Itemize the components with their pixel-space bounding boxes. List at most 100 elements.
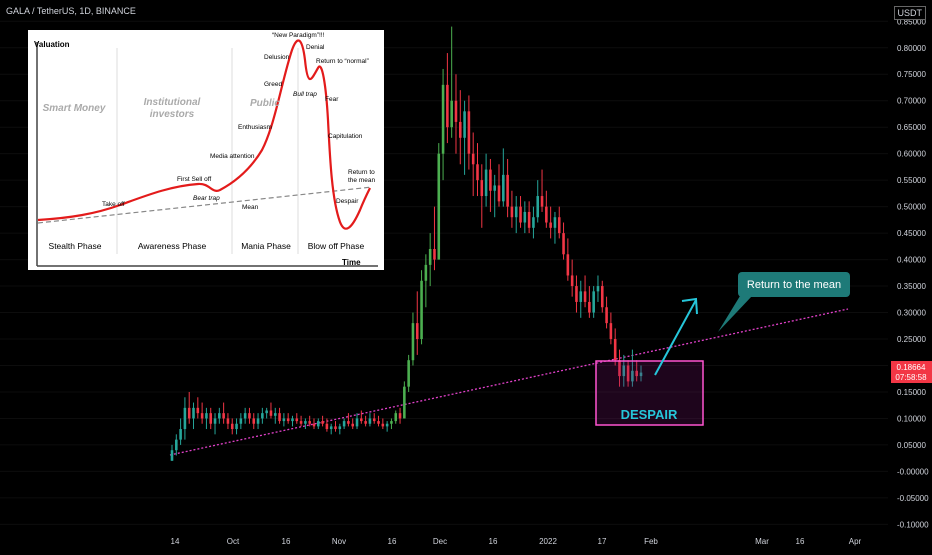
candle <box>273 407 277 424</box>
candle-body <box>407 360 410 387</box>
candle-body <box>243 413 247 419</box>
candle <box>403 381 406 419</box>
mean-trendline[interactable] <box>169 308 849 456</box>
candle <box>347 413 350 427</box>
candle <box>592 286 595 318</box>
candle-body <box>618 360 621 377</box>
candle-body <box>304 421 307 424</box>
candle-body <box>230 423 234 430</box>
return-to-mean-callout[interactable]: Return to the mean <box>718 272 850 332</box>
candle-body <box>497 185 501 202</box>
inset-label-return-normal: Return to “normal” <box>316 58 369 65</box>
candle-body <box>506 174 509 207</box>
candle <box>295 413 299 424</box>
candle-body <box>286 418 290 422</box>
candle <box>557 206 561 239</box>
candle-body <box>364 421 367 424</box>
candle <box>312 418 316 430</box>
candle <box>523 201 527 234</box>
candle-body <box>342 421 346 427</box>
candle <box>351 418 355 430</box>
x-tick-label: 2022 <box>539 537 557 546</box>
time-axis[interactable]: 14 Oct 16 Nov 16 Dec 16 2022 17 Feb Mar 16 Apr <box>171 537 862 546</box>
candle-body <box>484 169 488 197</box>
up-arrow[interactable] <box>654 297 698 376</box>
candle <box>497 164 501 207</box>
candle-body <box>205 413 208 419</box>
candle <box>553 211 557 244</box>
candle <box>626 360 630 387</box>
candle-body <box>575 286 578 302</box>
candle <box>407 354 410 392</box>
candle <box>321 415 324 427</box>
y-tick-label: 0.10000 <box>897 414 926 423</box>
candle <box>536 180 540 223</box>
y-tick-label: 0.15000 <box>897 388 926 397</box>
candle <box>381 418 385 430</box>
price-axis[interactable]: 0.85000 0.80000 0.75000 0.70000 0.65000 0.600… <box>897 17 929 529</box>
candle-body <box>411 323 415 361</box>
candle-body <box>325 423 329 430</box>
candle-body <box>553 217 557 228</box>
candle <box>372 413 376 424</box>
candle-body <box>476 164 479 181</box>
candle-body <box>321 421 324 424</box>
inset-label-delusion: Delusion <box>264 54 290 61</box>
candle <box>605 296 608 329</box>
candle <box>545 190 548 228</box>
candle <box>489 158 492 212</box>
inset-label-capitulation: Capitulation <box>328 133 363 140</box>
candle-body <box>540 196 544 207</box>
inset-x-axis-label: Time <box>342 258 361 267</box>
candle <box>600 280 604 313</box>
candle-body <box>480 180 484 197</box>
candle <box>480 164 484 228</box>
candle <box>575 275 578 313</box>
candle <box>424 254 428 308</box>
candle-body <box>519 206 522 223</box>
candle <box>519 196 522 228</box>
x-tick-label: Mar <box>755 537 769 546</box>
inset-label-mean: Mean <box>242 204 259 211</box>
candle-body <box>252 418 256 424</box>
candle <box>609 312 613 345</box>
candle <box>338 423 342 435</box>
inset-label-fear: Fear <box>325 96 339 103</box>
inset-label-return-mean: Return to the mean <box>348 169 375 184</box>
candle <box>256 413 260 430</box>
candle-body <box>390 421 393 424</box>
candle <box>532 206 535 239</box>
candle <box>579 280 583 318</box>
candle <box>484 153 488 207</box>
candle-body <box>213 418 217 424</box>
candle-body <box>424 264 428 281</box>
candle <box>226 413 230 430</box>
y-tick-label: 0.65000 <box>897 123 926 132</box>
candle-body <box>471 153 475 165</box>
candle <box>175 434 178 456</box>
candle <box>282 413 286 427</box>
candle-body <box>510 206 514 218</box>
candle <box>377 415 380 427</box>
candle-body <box>317 421 320 427</box>
inset-phase-stealth: Stealth Phase <box>49 241 102 251</box>
candle <box>286 413 290 424</box>
candle <box>218 407 221 424</box>
x-tick-label: Oct <box>227 537 240 546</box>
candle-body <box>299 421 303 424</box>
inset-label-take-off: Take off <box>102 201 125 208</box>
inset-label-enthusiasm: Enthusiasm <box>238 124 272 131</box>
y-tick-label: -0.05000 <box>897 494 929 503</box>
candle <box>265 407 268 419</box>
candle-body <box>403 386 406 419</box>
candle-body <box>187 407 191 419</box>
despair-box[interactable]: DESPAIR <box>595 360 704 426</box>
y-tick-label: 0.80000 <box>897 44 926 53</box>
candle <box>446 53 449 144</box>
currency-label[interactable]: USDT <box>893 6 926 20</box>
candle <box>433 206 436 271</box>
candle <box>183 397 187 440</box>
inset-label-despair: Despair <box>336 198 359 205</box>
